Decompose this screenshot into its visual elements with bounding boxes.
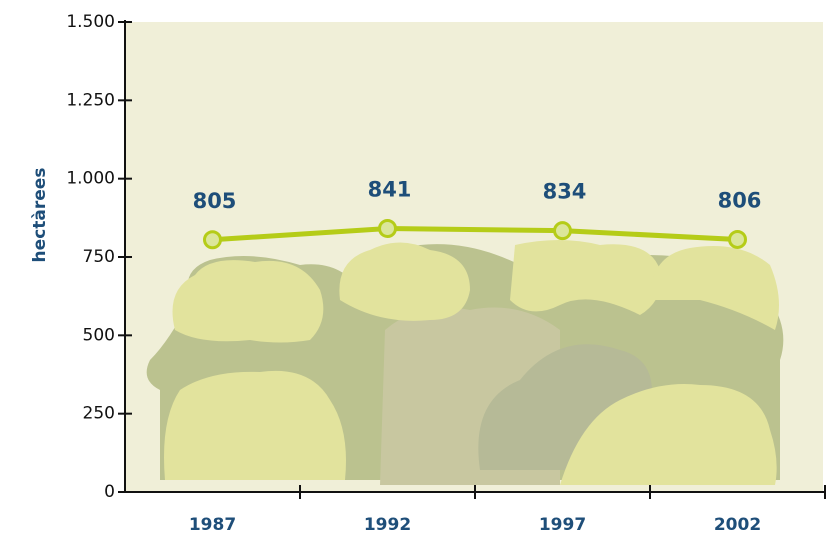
tree-illustration: [146, 240, 784, 485]
marker: [378, 218, 397, 238]
data-label: 806: [718, 188, 762, 212]
y-tick-label: 750: [83, 247, 115, 267]
x-tick-label: 1997: [539, 515, 586, 535]
x-tick-label: 1987: [189, 515, 236, 535]
line: [212, 225, 738, 243]
data-label: 805: [193, 189, 237, 213]
y-tick-label: 500: [83, 325, 115, 345]
data-label: 834: [543, 180, 587, 204]
x-tick-label: 1992: [364, 515, 411, 535]
marker: [553, 221, 572, 241]
marker: [728, 229, 747, 249]
y-tick-label: 0: [104, 482, 115, 502]
data-label: 841: [368, 177, 412, 201]
x-tick-label: 2002: [714, 515, 761, 535]
y-tick-label: 1.500: [66, 12, 115, 32]
y-tick-label: 1.250: [66, 90, 115, 110]
y-tick-label: 250: [83, 404, 115, 424]
y-tick-label: 1.000: [66, 169, 115, 189]
marker: [203, 230, 222, 250]
y-axis-label: hectàrees: [30, 168, 50, 263]
